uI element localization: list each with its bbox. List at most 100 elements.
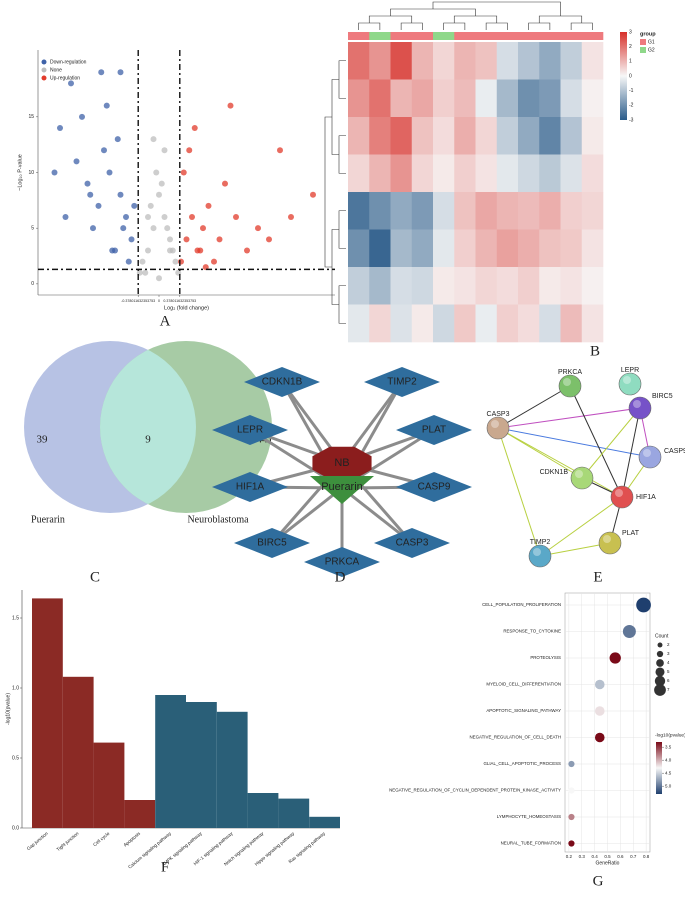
dot <box>636 597 651 613</box>
y-tick-label: LYMPHOCYTE_HOMEOSTASIS <box>497 814 561 819</box>
heatmap-cell <box>539 42 561 80</box>
dendrogram-branch <box>338 60 346 99</box>
group-cell <box>496 32 519 40</box>
y-tick-label: 15 <box>28 114 34 120</box>
point <box>202 264 209 271</box>
heatmap-cell <box>369 304 391 343</box>
y-tick-label: 1.5 <box>12 615 19 621</box>
point <box>200 225 206 232</box>
point <box>125 258 132 265</box>
heatmap-cell <box>369 42 391 80</box>
x-tick-label: 0.378011632353753 <box>163 299 196 303</box>
protein-node <box>570 466 594 490</box>
point <box>139 258 146 265</box>
x-tick-label: Gap junction <box>26 831 49 852</box>
heatmap-cell <box>433 192 455 230</box>
group-cell <box>411 32 434 40</box>
heatmap-cell <box>560 154 583 193</box>
heatmap-cell <box>475 229 498 268</box>
heatmap-cell <box>539 192 561 230</box>
group-label: G2 <box>648 47 655 53</box>
point <box>120 225 127 232</box>
protein-label: HIF1A <box>636 494 656 501</box>
heatmap-cell <box>390 154 413 193</box>
x-axis-label: GeneRatio <box>596 860 620 866</box>
target-label: BIRC5 <box>257 538 287 549</box>
dendrogram-branch <box>400 22 423 30</box>
edge <box>569 385 623 498</box>
protein-node <box>610 485 634 509</box>
group-cell <box>454 32 476 40</box>
size-legend-dot <box>656 659 664 667</box>
edge <box>539 542 611 557</box>
y-tick-label: 0.0 <box>12 825 19 831</box>
color-legend-title: -log10(pvalue) <box>655 732 685 738</box>
dendrogram-branch <box>331 79 339 155</box>
heatmap-cell <box>560 79 583 118</box>
size-legend-dot <box>656 650 664 658</box>
point <box>84 180 91 187</box>
x-tick-label: -0.378011632353753 <box>121 299 155 303</box>
x-tick-label: Tight junction <box>56 831 80 853</box>
heatmap-cell <box>411 267 434 305</box>
x-tick-label: 0.7 <box>630 854 637 859</box>
heatmap-cell <box>348 304 370 343</box>
point <box>103 102 110 109</box>
edge <box>581 407 641 479</box>
point <box>189 214 195 221</box>
dot <box>622 625 636 638</box>
size-legend-label: 2 <box>667 642 670 647</box>
node-highlight <box>533 548 541 556</box>
heatmap-cell <box>390 192 413 230</box>
heatmap-cell <box>518 117 540 155</box>
group-swatch <box>640 47 646 53</box>
bar <box>278 798 310 828</box>
heatmap-cell <box>369 117 391 155</box>
heatmap-cell <box>348 42 370 80</box>
dendrogram-branch <box>368 15 413 23</box>
point <box>73 158 80 165</box>
y-tick-label: CELL_POPULATION_PROLIFERATION <box>482 602 561 607</box>
dendrogram-branch <box>324 116 332 268</box>
heatmap-cell <box>581 154 604 193</box>
protein-label: CDKN1B <box>540 469 569 476</box>
heatmap-cell <box>390 267 413 305</box>
panel-label: A <box>160 313 171 329</box>
heatmap-cell <box>454 267 476 305</box>
heatmap-cell <box>475 304 498 343</box>
target-node <box>234 528 310 558</box>
panel-label: B <box>590 343 600 359</box>
heatmap-cell <box>390 117 413 155</box>
heatmap-cell <box>411 117 434 155</box>
dendrogram-branch <box>485 22 508 30</box>
point <box>227 102 234 109</box>
heatmap-cell <box>411 154 434 193</box>
edge <box>497 427 583 479</box>
heatmap-cell <box>581 79 604 118</box>
heatmap-cell <box>496 79 519 118</box>
panel-label: G <box>593 873 604 889</box>
colorbar-label: 3.5 <box>665 744 672 749</box>
heatmap-cell <box>475 267 498 305</box>
point <box>79 113 85 120</box>
heatmap-cell <box>348 117 370 155</box>
target-node <box>212 472 288 502</box>
legend-swatch <box>41 67 47 73</box>
colorbar-label: 4.5 <box>665 770 672 775</box>
y-axis-label: −Log₁₀ P-value <box>17 154 23 191</box>
y-tick-label: 0 <box>31 281 34 287</box>
protein-node <box>618 372 642 396</box>
legend-swatch <box>41 75 47 81</box>
point <box>167 236 173 243</box>
group-swatch <box>640 39 646 45</box>
dot <box>594 679 605 690</box>
heatmap-cell <box>433 267 455 305</box>
dendrogram-branch <box>432 1 561 16</box>
group-cell <box>581 32 604 40</box>
heatmap-cell <box>496 42 519 80</box>
dendrogram-branch <box>331 229 339 305</box>
y-tick-label: 0.5 <box>12 755 19 761</box>
y-tick-label: GLIAL_CELL_APOPTOTIC_PROCESS <box>483 761 561 766</box>
dot <box>568 813 575 821</box>
dot <box>568 840 575 847</box>
